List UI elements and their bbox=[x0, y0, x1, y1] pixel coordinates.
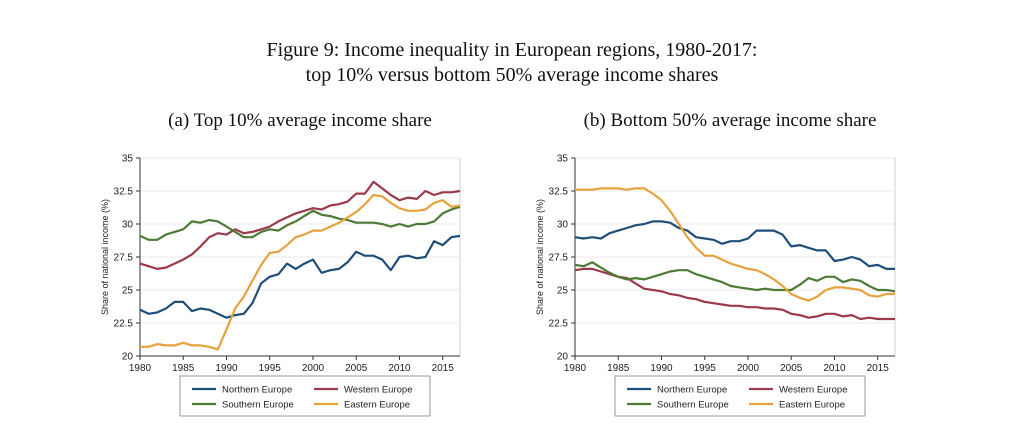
chart-panel-a: 20 22.5 25 27.5 30 32.5 35 1980 1985 1990 1995 2000… bbox=[100, 154, 461, 417]
y-tick-label: 22.5 bbox=[114, 319, 134, 330]
y-tick-label: 30 bbox=[122, 220, 134, 231]
y-tick-label: 30 bbox=[557, 220, 569, 231]
chart-panel-b: 20 22.5 25 27.5 30 32.5 35 1980 1985 1990 1995 2000… bbox=[535, 154, 896, 417]
panel-a-title: (a) Top 10% average income share bbox=[168, 110, 432, 131]
x-tick-label: 1995 bbox=[259, 363, 282, 374]
x-tick-label: 2005 bbox=[780, 363, 803, 374]
x-tick-label: 1990 bbox=[215, 363, 238, 374]
series-line-northern-europe bbox=[574, 220, 895, 270]
legend-entry: Southern Europe bbox=[657, 400, 729, 411]
x-tick-label: 1985 bbox=[172, 363, 195, 374]
legend-entry: Western Europe bbox=[779, 385, 847, 396]
y-tick-label: 20 bbox=[122, 352, 134, 363]
x-tick-label: 2000 bbox=[737, 363, 760, 374]
x-tick-label: 2000 bbox=[302, 363, 325, 374]
x-tick-label: 1980 bbox=[564, 363, 587, 374]
legend-entry: Western Europe bbox=[344, 385, 412, 396]
series-line-northern-europe bbox=[139, 234, 461, 319]
series-line-western-europe bbox=[139, 180, 461, 270]
series-line-southern-europe bbox=[574, 261, 896, 293]
legend-entry: Northern Europe bbox=[222, 385, 292, 396]
panel-b-title: (b) Bottom 50% average income share bbox=[583, 110, 877, 131]
legend-entry: Eastern Europe bbox=[344, 400, 410, 411]
y-tick-label: 35 bbox=[557, 154, 569, 165]
y-tick-label: 35 bbox=[122, 154, 134, 165]
series-line-southern-europe bbox=[139, 205, 461, 241]
x-tick-label: 2005 bbox=[345, 363, 368, 374]
x-tick-label: 1990 bbox=[650, 363, 673, 374]
figure-title-line-2: top 10% versus bottom 50% average income… bbox=[305, 64, 719, 86]
y-tick-label: 27.5 bbox=[114, 253, 134, 264]
x-tick-label: 1980 bbox=[129, 363, 152, 374]
legend-box bbox=[179, 375, 431, 417]
y-axis-label: Share of national income (%) bbox=[100, 199, 110, 315]
legend-box bbox=[614, 375, 866, 417]
series-line-eastern-europe bbox=[575, 187, 895, 302]
y-tick-label: 20 bbox=[557, 352, 569, 363]
x-tick-label: 1995 bbox=[694, 363, 717, 374]
y-axis-label: Share of national income (%) bbox=[535, 199, 545, 315]
y-tick-label: 32.5 bbox=[114, 187, 134, 198]
y-tick-label: 22.5 bbox=[549, 319, 569, 330]
x-tick-label: 2015 bbox=[432, 363, 455, 374]
x-tick-label: 1985 bbox=[607, 363, 630, 374]
x-tick-label: 2010 bbox=[388, 363, 411, 374]
y-tick-label: 25 bbox=[557, 286, 569, 297]
legend-entry: Northern Europe bbox=[657, 385, 727, 396]
y-tick-label: 25 bbox=[122, 286, 134, 297]
x-tick-label: 2010 bbox=[823, 363, 846, 374]
legend-entry: Southern Europe bbox=[222, 400, 294, 411]
y-tick-label: 27.5 bbox=[549, 253, 569, 264]
figure-title-line-1: Figure 9: Income inequality in European … bbox=[266, 39, 758, 61]
legend-entry: Eastern Europe bbox=[779, 400, 845, 411]
y-tick-label: 32.5 bbox=[549, 187, 569, 198]
x-tick-label: 2015 bbox=[867, 363, 890, 374]
series-line-eastern-europe bbox=[140, 193, 461, 351]
